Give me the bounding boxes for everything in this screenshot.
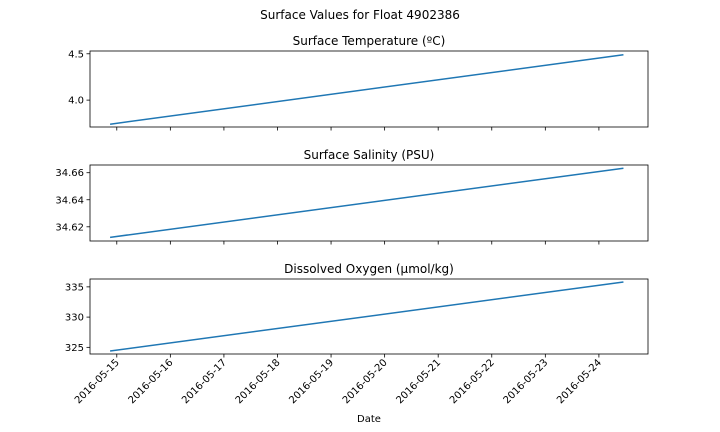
x-axis-label: Date [357,414,381,425]
axes-frame [89,164,649,242]
y-tick-label: 335 [65,282,84,293]
y-tick-label: 34.64 [55,195,84,206]
subplot-1: Surface Temperature (ºC) 4.0 4.5 [68,34,649,131]
series-line [109,281,624,352]
axes-frame [89,278,649,355]
series-line [109,167,624,239]
subplot-title: Surface Salinity (PSU) [304,148,435,162]
y-tick-label: 330 [65,313,84,324]
y-tick-label: 325 [65,343,84,354]
y-tick-label: 4.0 [68,96,84,107]
figure-title: Surface Values for Float 4902386 [260,8,460,22]
y-tick-label: 4.5 [68,49,84,60]
axes-frame [89,50,649,128]
subplot-2: Surface Salinity (PSU) 34.62 34.64 34.66 [55,148,649,245]
subplot-title: Surface Temperature (ºC) [293,34,446,48]
y-tick-label: 34.66 [55,168,84,179]
y-tick-label: 34.62 [55,222,84,233]
series-line [109,53,624,125]
subplot-title: Dissolved Oxygen (µmol/kg) [284,262,454,276]
